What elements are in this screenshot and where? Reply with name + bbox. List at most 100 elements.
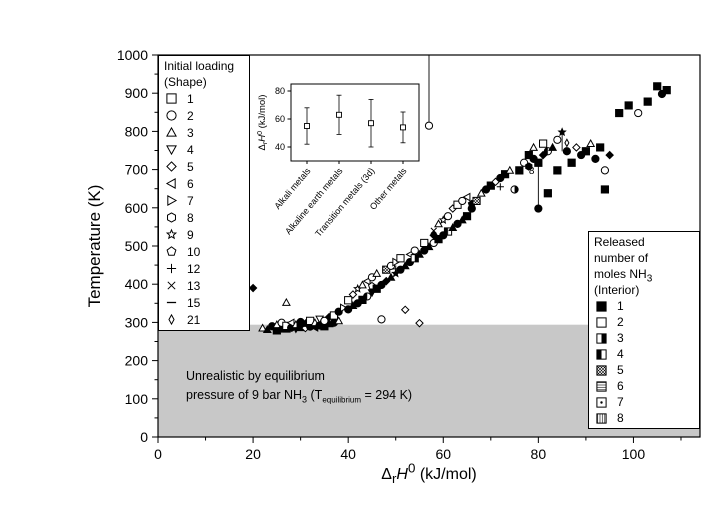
- legend-item: 3: [164, 124, 244, 141]
- legend-item-label: 15: [187, 295, 201, 310]
- svg-text:60: 60: [275, 114, 285, 124]
- legend-item-label: 6: [187, 176, 194, 191]
- legend-shape-title-2: (Shape): [164, 75, 207, 89]
- svg-text:800: 800: [125, 123, 149, 139]
- legend-interior-items: 1 2 3 4 5 6 7 8: [594, 298, 694, 426]
- note-line-2-text: pressure of 9 bar NH: [186, 388, 303, 403]
- x-title-sub: r: [391, 471, 397, 487]
- note-line-2-end: = 294 K): [361, 388, 413, 403]
- legend-shape-items: 1 2 3 4 5 6 7 8 9 10 12 13 15 21: [164, 90, 244, 328]
- x-title-sup: 0: [407, 460, 416, 476]
- legend-item-label: 3: [617, 331, 624, 345]
- legend-item: 1: [594, 298, 694, 314]
- legend-item: 7: [164, 192, 244, 209]
- legend-item: 4: [594, 346, 694, 362]
- svg-text:100: 100: [125, 391, 149, 407]
- svg-text:100: 100: [622, 446, 646, 462]
- svg-text:300: 300: [125, 314, 149, 330]
- legend-item: 2: [594, 314, 694, 330]
- legend-item: 10: [164, 243, 244, 260]
- legend-item-label: 1: [617, 299, 624, 313]
- svg-text:1000: 1000: [117, 47, 148, 63]
- svg-text:200: 200: [125, 353, 149, 369]
- legend-item-label: 5: [617, 363, 624, 377]
- svg-text:0: 0: [140, 429, 148, 445]
- legend-item: 5: [594, 362, 694, 378]
- square-hlines-icon: [596, 380, 607, 392]
- legend-released-moles: Released number of moles NH3 (Interior) …: [588, 231, 700, 429]
- svg-text:700: 700: [125, 162, 149, 178]
- star-icon: [165, 228, 178, 240]
- note-nh3-sub: 3: [302, 394, 308, 405]
- square-vlines-icon: [596, 412, 607, 424]
- svg-text:Alkaline earth metals: Alkaline earth metals: [283, 165, 345, 236]
- svg-text:0: 0: [154, 446, 162, 462]
- legend-item: 7: [594, 394, 694, 410]
- y-axis-title: Temperature (K): [85, 184, 104, 308]
- pentagon-icon: [166, 246, 177, 256]
- legend-item-label: 8: [617, 411, 624, 425]
- legend-item-label: 6: [617, 379, 624, 393]
- legend-item-label: 2: [187, 108, 194, 123]
- legend-item-label: 5: [187, 159, 194, 174]
- svg-text:60: 60: [435, 446, 451, 462]
- legend-item: 8: [164, 209, 244, 226]
- legend-item-label: 9: [187, 227, 194, 242]
- circle-icon: [166, 110, 177, 121]
- legend-item-label: 13: [187, 278, 201, 293]
- diamond-icon: [166, 161, 177, 172]
- legend-item-label: 21: [187, 312, 201, 327]
- legend-item: 6: [594, 378, 694, 394]
- square-half-right-icon: [596, 332, 607, 344]
- legend-item-label: 7: [187, 193, 194, 208]
- svg-text:80: 80: [531, 446, 547, 462]
- legend-interior-title-1: Released: [594, 235, 645, 249]
- triangle-left-icon: [165, 178, 176, 189]
- svg-text:400: 400: [125, 276, 149, 292]
- x-title-delta: Δ: [381, 466, 392, 483]
- legend-item: 13: [164, 277, 244, 294]
- legend-interior-title-3-text: moles NH: [594, 267, 647, 281]
- square-half-left-icon: [596, 348, 607, 360]
- legend-item-label: 4: [187, 142, 194, 157]
- svg-text:40: 40: [275, 142, 285, 152]
- square-icon: [166, 93, 177, 104]
- axes: 0 20 40 60 80 1000100200300400500600700800900…: [117, 47, 682, 462]
- legend-item-label: 8: [187, 210, 194, 225]
- legend-item: 15: [164, 294, 244, 311]
- svg-text:8: 8: [529, 166, 535, 177]
- square-solid-icon: [596, 300, 607, 312]
- legend-initial-loading: Initial loading (Shape) 1 2 3 4 5 6 7 8 9 10 12 13 1…: [158, 55, 250, 331]
- triangle-up-icon: [166, 126, 177, 137]
- plus-icon: [166, 263, 177, 274]
- inset-y-axis-title: ΔrH0 (kJ/mol): [257, 95, 269, 151]
- legend-interior-title-2: number of: [594, 251, 649, 265]
- svg-text:40: 40: [340, 446, 356, 462]
- legend-item: 1: [164, 90, 244, 107]
- shaded-region-note: Unrealistic by equilibrium pressure of 9…: [186, 367, 412, 406]
- legend-item: 9: [164, 226, 244, 243]
- note-eq-sub: equilibrium: [322, 395, 362, 405]
- triangle-right-icon: [167, 195, 178, 206]
- dash-icon: [166, 301, 177, 304]
- legend-item-label: 2: [617, 315, 624, 329]
- x-icon: [167, 281, 176, 290]
- legend-shape-title-1: Initial loading: [164, 59, 235, 73]
- legend-item: 8: [594, 410, 694, 426]
- x-title-units: (kJ/mol): [415, 466, 477, 483]
- legend-item: 4: [164, 141, 244, 158]
- legend-interior-title-4: (Interior): [594, 283, 640, 297]
- svg-text:600: 600: [125, 200, 149, 216]
- legend-interior-title-3-sub: 3: [646, 273, 653, 285]
- x-axis-title: ΔrH0 (kJ/mol): [381, 462, 477, 487]
- square-open-icon: [596, 316, 607, 328]
- legend-item: 3: [594, 330, 694, 346]
- legend-item-label: 12: [187, 261, 201, 276]
- legend-item: 2: [164, 107, 244, 124]
- legend-item: 5: [164, 158, 244, 175]
- legend-item: 21: [164, 311, 244, 328]
- legend-item: 12: [164, 260, 244, 277]
- legend-item-label: 4: [617, 347, 624, 361]
